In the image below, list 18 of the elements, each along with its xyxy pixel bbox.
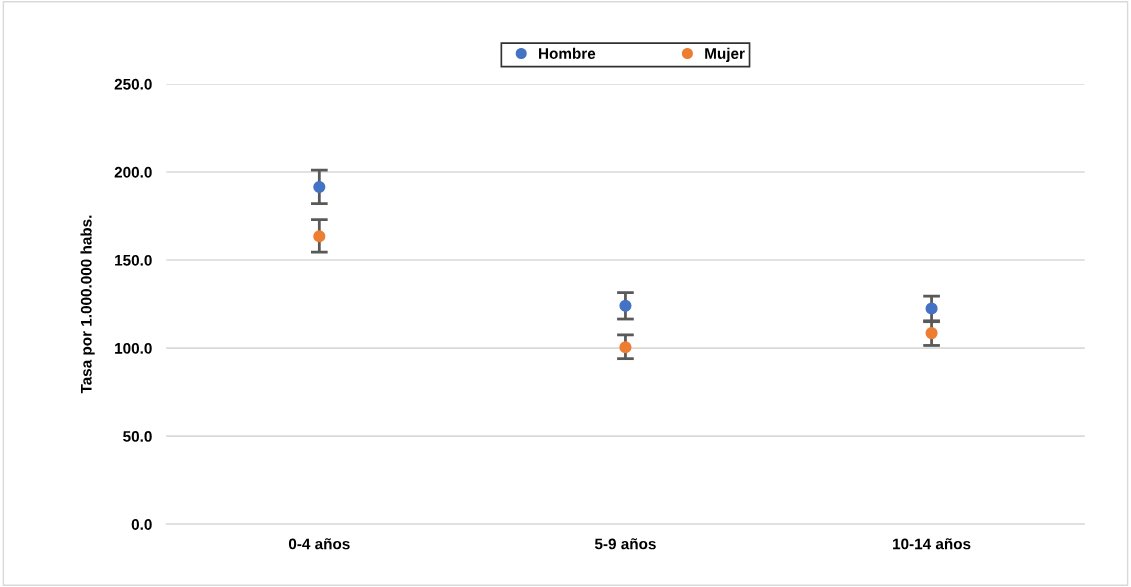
x-tick-label: 5-9 años <box>594 538 656 550</box>
y-tick-label: 50.0 <box>123 431 152 442</box>
point <box>925 302 938 315</box>
y-tick-label: 100.0 <box>115 342 152 354</box>
point <box>313 180 326 194</box>
x-tick-label: 10-14 años <box>893 538 971 550</box>
y-tick-label: 200.0 <box>114 166 152 178</box>
y-tick-label: 0.0 <box>131 519 152 530</box>
point <box>619 341 632 354</box>
point <box>619 299 632 312</box>
y-tick-label: 250.0 <box>114 78 152 90</box>
point <box>925 327 938 340</box>
y-axis-title: Tasa por 1.000.000 habs. <box>80 215 95 394</box>
legend-label: Mujer <box>705 47 745 62</box>
point <box>313 230 326 243</box>
x-tick-label: 0-4 años <box>288 538 350 550</box>
legend-label: Hombre <box>539 47 596 59</box>
y-tick-label: 150.0 <box>115 254 152 266</box>
